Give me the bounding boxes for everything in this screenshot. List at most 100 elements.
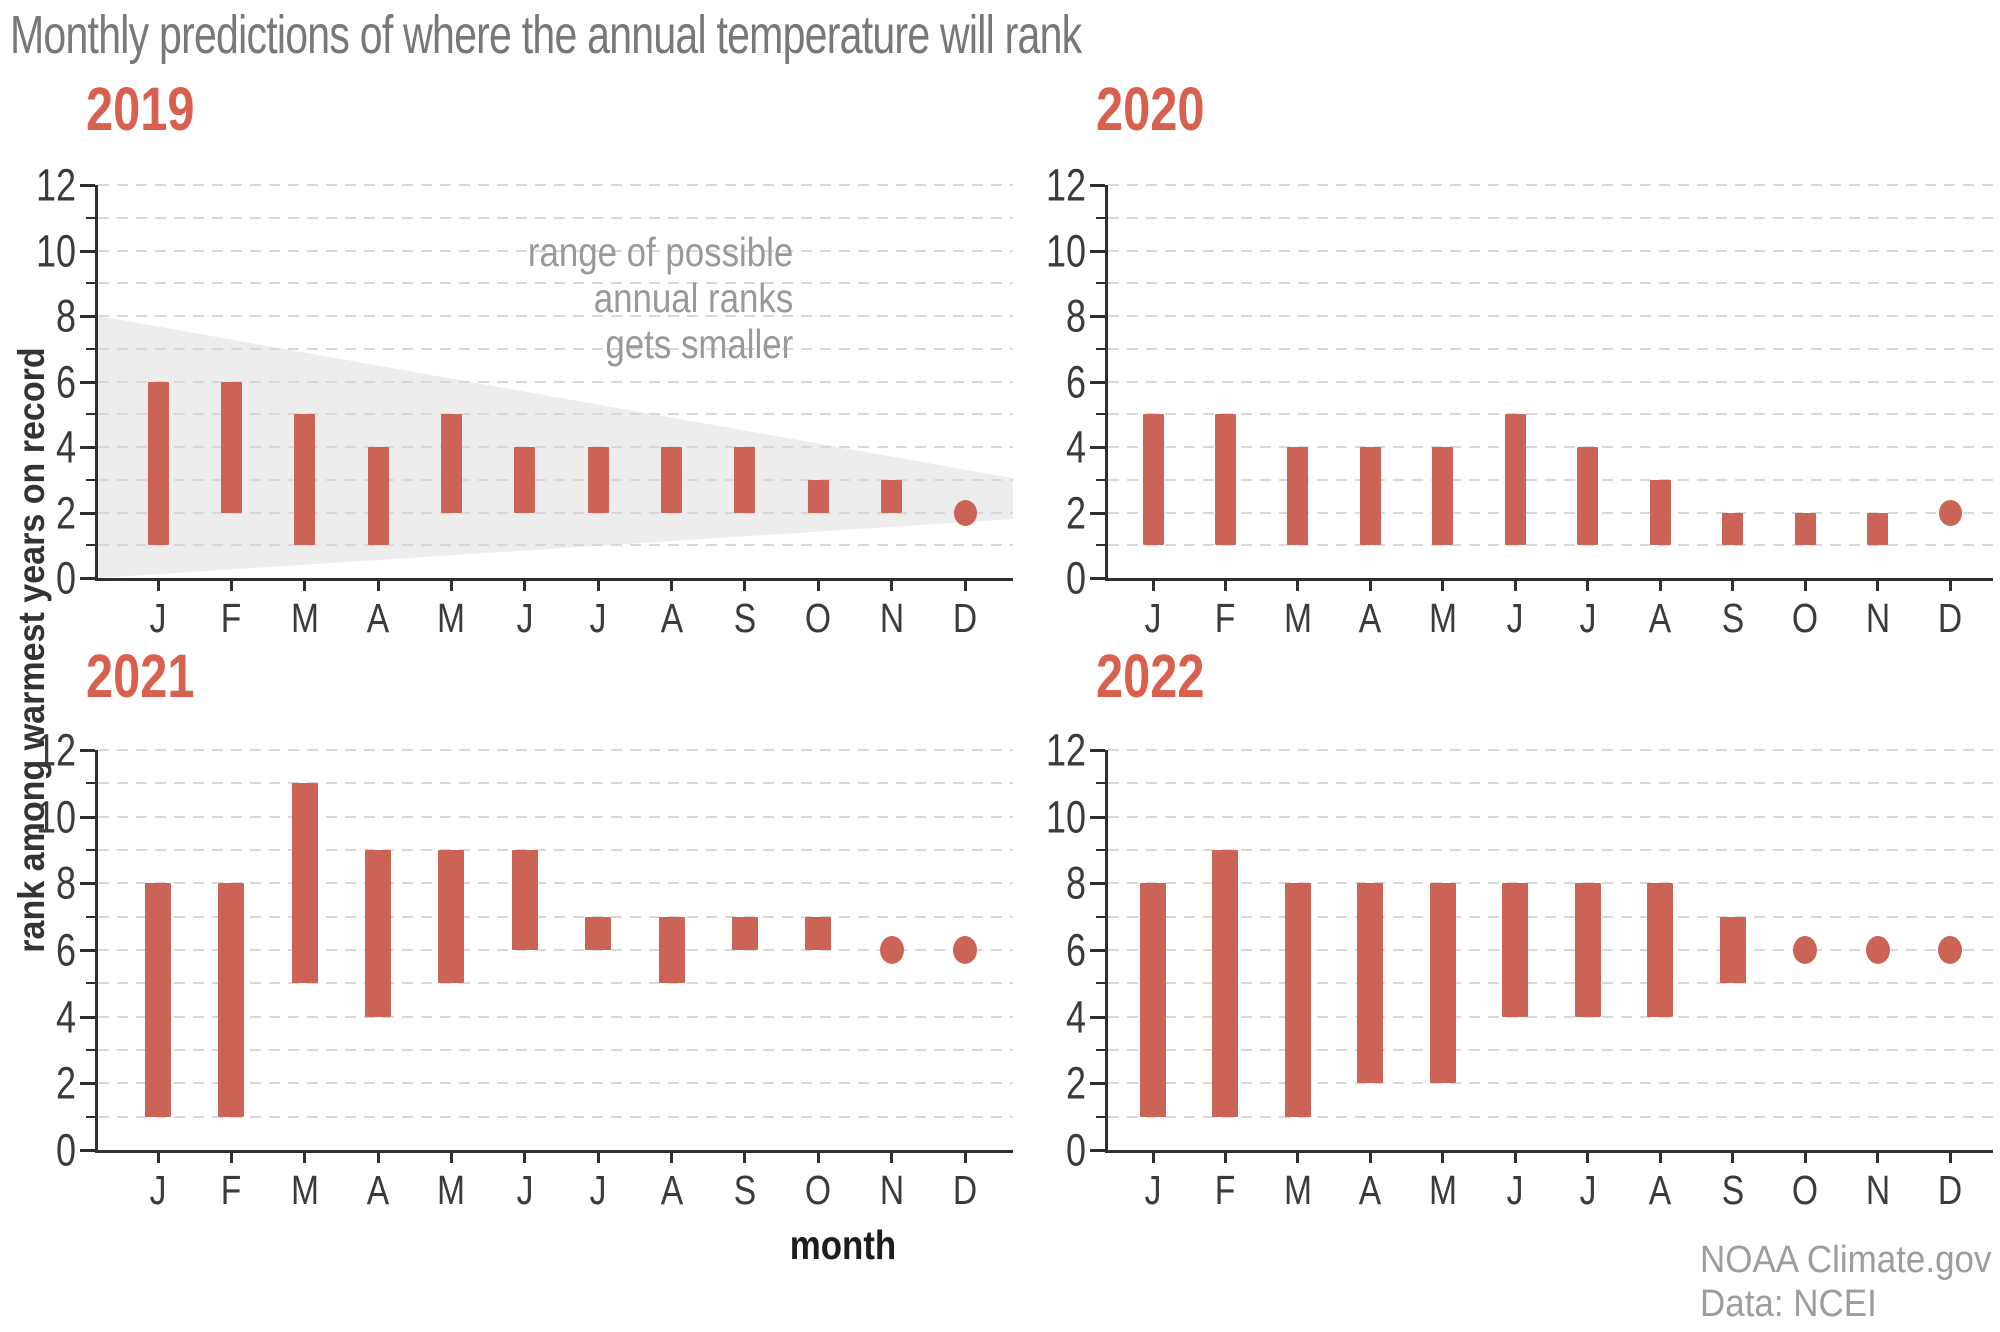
rank-range-bar-2022-6 (1502, 883, 1529, 1017)
y-tick-label: 2 (55, 1057, 76, 1109)
month-label: A (1648, 1167, 1672, 1213)
rank-range-bar-2019-1 (147, 381, 169, 546)
y-tick-label: 6 (55, 356, 76, 407)
attribution-data: Data: NCEI (1700, 1283, 1877, 1325)
y-minor-tick (1096, 849, 1105, 851)
x-tick (1876, 1150, 1880, 1163)
month-label: O (805, 595, 832, 641)
y-minor-tick (86, 216, 95, 219)
month-label: A (660, 1167, 683, 1213)
y-minor-tick (86, 478, 95, 481)
month-label: D (1937, 595, 1963, 641)
y-tick-label: 0 (55, 1124, 76, 1176)
rank-range-bar-2022-2 (1212, 850, 1239, 1117)
y-minor-tick (1096, 782, 1105, 785)
y-major-tick (1090, 1015, 1105, 1019)
y-minor-tick (86, 413, 95, 416)
rank-range-bar-2022-4 (1357, 883, 1384, 1084)
y-tick-label: 6 (1065, 924, 1086, 976)
month-label: D (1937, 1167, 1963, 1213)
month-label: M (290, 1167, 319, 1213)
y-major-tick (1090, 1149, 1105, 1152)
rank-range-bar-2021-4 (365, 850, 392, 1017)
y-minor-tick (86, 282, 95, 285)
y-tick-label: 4 (1065, 421, 1086, 473)
x-tick (449, 578, 453, 591)
y-minor-tick (1096, 544, 1105, 547)
annotation-line-3: gets smaller (605, 321, 793, 367)
month-label: S (1721, 595, 1744, 641)
y-tick-label: 10 (1045, 791, 1086, 843)
y-minor-tick (86, 782, 95, 785)
month-label: D (952, 1167, 978, 1213)
rank-range-bar-2019-10 (807, 479, 829, 513)
month-label: A (1648, 595, 1672, 641)
gridline (1108, 815, 1993, 818)
x-tick (890, 1150, 894, 1163)
rank-range-bar-2021-10 (805, 916, 832, 950)
x-tick (1513, 1150, 1517, 1163)
x-tick (229, 578, 233, 591)
gridline (98, 882, 1013, 885)
y-major-tick (1090, 815, 1105, 819)
gridline (98, 982, 1013, 985)
month-label: J (516, 1167, 534, 1213)
y-tick-label: 6 (1065, 356, 1086, 407)
y-minor-tick (1096, 1115, 1105, 1118)
y-tick-label: 8 (55, 857, 76, 909)
y-major-tick (80, 380, 95, 384)
x-tick (1948, 578, 1952, 591)
y-minor-tick (86, 544, 95, 547)
rank-range-bar-2020-6 (1504, 414, 1526, 546)
y-major-tick (80, 511, 95, 515)
gridline (98, 184, 1013, 186)
rank-range-bar-2021-3 (291, 783, 318, 984)
x-tick (523, 1150, 527, 1163)
gridline (1108, 478, 1993, 481)
gridline (1108, 982, 1993, 985)
plot-area-2019: range of possible annual ranks gets smal… (36, 163, 1013, 639)
x-tick (156, 1150, 160, 1163)
y-major-tick (80, 1015, 95, 1019)
y-tick-label: 0 (55, 552, 76, 604)
rank-range-bar-2020-7 (1577, 447, 1599, 546)
range-annotation: range of possible annual ranks gets smal… (528, 229, 793, 367)
gridline (1108, 347, 1993, 350)
rank-range-bar-2019-7 (587, 447, 609, 513)
rank-range-bar-2022-9 (1719, 916, 1746, 984)
gridline (1108, 315, 1993, 317)
x-tick (376, 1150, 380, 1163)
y-tick-label: 10 (1045, 225, 1086, 276)
y-minor-tick (86, 1049, 95, 1051)
y-minor-tick (1096, 282, 1105, 285)
rank-range-bar-2020-4 (1359, 447, 1381, 546)
month-label: A (660, 595, 683, 641)
y-major-tick (1090, 882, 1105, 886)
y-minor-tick (1096, 982, 1105, 985)
x-tick (816, 578, 820, 591)
gridline (98, 347, 1013, 350)
rank-range-bar-2020-2 (1214, 414, 1236, 546)
annotation-line-1: range of possible (527, 229, 793, 275)
month-label: S (1721, 1167, 1744, 1213)
x-tick (523, 578, 527, 591)
y-major-tick (80, 184, 95, 187)
x-tick (816, 1150, 820, 1163)
y-major-tick (1090, 1082, 1105, 1086)
y-minor-tick (1096, 413, 1105, 416)
month-label: J (1579, 1167, 1597, 1213)
page-title: Monthly predictions of where the annual … (10, 5, 1082, 65)
x-tick (963, 1150, 967, 1163)
y-minor-tick (86, 915, 95, 918)
x-tick (1296, 1150, 1300, 1163)
y-major-tick (80, 1149, 95, 1152)
gridline (1108, 544, 1993, 547)
y-major-tick (80, 1082, 95, 1086)
gridline (1108, 380, 1993, 383)
gridline (98, 1049, 1013, 1051)
gridline (1108, 849, 1993, 851)
y-major-tick (80, 882, 95, 886)
x-tick (1513, 578, 1517, 591)
rank-range-bar-2022-5 (1429, 883, 1456, 1084)
rank-range-bar-2019-2 (220, 381, 242, 513)
